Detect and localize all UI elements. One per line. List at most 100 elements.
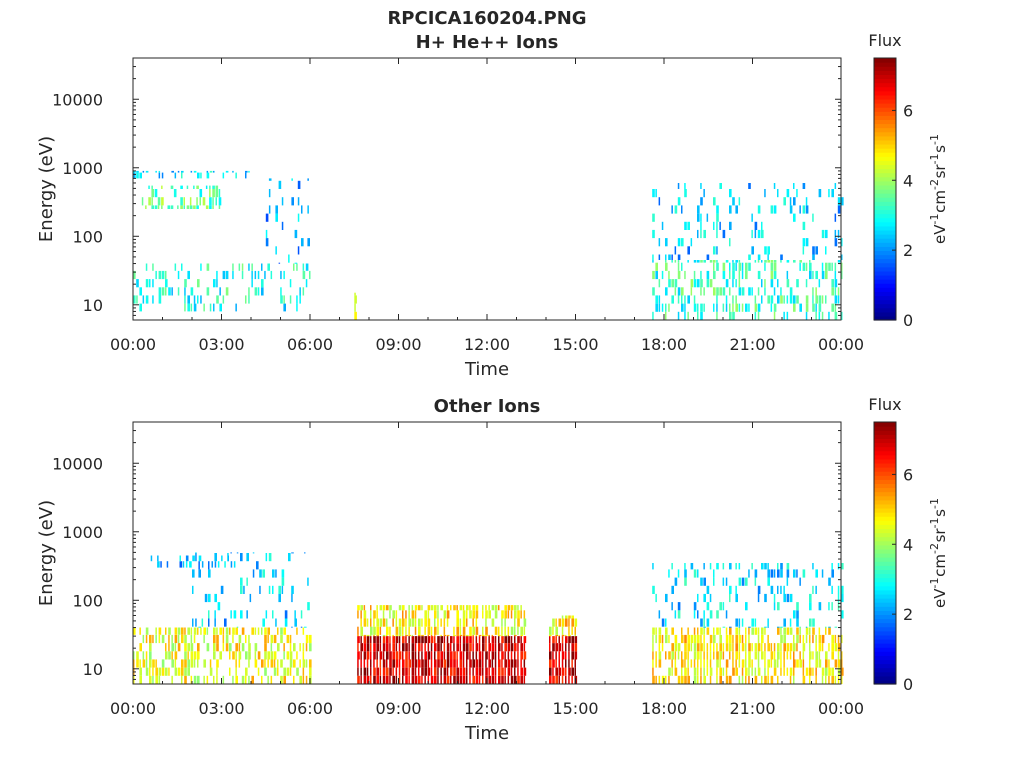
flux-cell (786, 260, 790, 263)
flux-cell (189, 561, 192, 568)
flux-cell (748, 667, 750, 676)
flux-cell (786, 279, 790, 288)
flux-cell (213, 651, 216, 660)
flux-cell (139, 172, 142, 179)
flux-cell (434, 634, 436, 637)
flux-cell (783, 634, 786, 644)
flux-cell (793, 303, 796, 312)
flux-cell (552, 626, 554, 635)
flux-cell (305, 659, 308, 668)
flux-cell (373, 636, 376, 644)
flux-cell (783, 197, 786, 206)
colorbar-segment (874, 143, 896, 149)
flux-cell (395, 626, 399, 635)
flux-cell (841, 197, 844, 206)
flux-cell (190, 627, 193, 635)
flux-cell (825, 627, 827, 635)
flux-cell (307, 205, 309, 214)
flux-cell (204, 593, 208, 603)
flux-cell (195, 553, 197, 562)
flux-cell (289, 634, 292, 644)
colorbar-segment (874, 168, 896, 174)
flux-cell (222, 675, 225, 684)
flux-cell (411, 605, 414, 611)
flux-cell (376, 643, 379, 652)
flux-cell (571, 659, 573, 668)
flux-cell (357, 675, 360, 684)
flux-cell (398, 636, 401, 644)
flux-cell (729, 651, 731, 660)
flux-cell (687, 627, 689, 635)
flux-cell (265, 553, 268, 562)
flux-cell (510, 610, 513, 619)
flux-cell (145, 667, 149, 676)
flux-cell (307, 577, 309, 586)
flux-cell (812, 634, 814, 644)
flux-cell (793, 569, 796, 578)
flux-cell (652, 675, 655, 684)
flux-cell (700, 659, 702, 668)
flux-cell (281, 221, 284, 230)
flux-cell (837, 659, 841, 668)
flux-cell (703, 651, 705, 660)
x-tick-label: 18:00 (641, 335, 687, 354)
flux-cell (472, 610, 475, 619)
flux-cell (777, 189, 779, 198)
flux-cell (155, 270, 157, 280)
flux-cell (828, 311, 830, 320)
flux-cell (498, 634, 501, 637)
flux-cell (802, 659, 805, 668)
flux-cell (206, 627, 209, 635)
flux-cell (187, 295, 190, 304)
flux-cell (261, 627, 263, 635)
flux-cell (354, 292, 356, 296)
flux-cell (738, 279, 741, 288)
flux-cell (280, 627, 283, 635)
flux-cell (825, 651, 828, 660)
flux-cell (713, 197, 716, 206)
flux-cell (281, 569, 285, 578)
flux-cell (709, 610, 713, 619)
flux-cell (270, 659, 274, 668)
flux-cell (392, 667, 394, 676)
colorbar-segment (874, 422, 896, 427)
flux-cell (793, 183, 795, 189)
flux-cell (655, 303, 658, 312)
flux-cell (777, 279, 779, 288)
flux-cell (139, 303, 142, 312)
flux-cell (684, 643, 687, 652)
flux-cell (466, 634, 469, 637)
flux-cell (818, 602, 822, 611)
flux-cell (754, 675, 758, 684)
colorbar-segment (874, 70, 896, 75)
flux-cell (389, 651, 392, 660)
flux-cell (520, 634, 523, 637)
flux-cell (208, 593, 211, 603)
flux-cell (821, 667, 825, 676)
flux-cell (818, 279, 821, 288)
flux-cell (414, 643, 417, 652)
flux-cell (754, 260, 757, 263)
flux-cell (757, 287, 760, 296)
flux-cell (482, 636, 485, 644)
flux-cell (475, 675, 479, 684)
flux-cell (450, 659, 453, 668)
flux-cell (757, 303, 761, 312)
flux-cell (684, 577, 687, 586)
colorbar-segment (874, 107, 896, 112)
flux-cell (161, 205, 163, 209)
colorbar-segment (874, 507, 896, 513)
flux-cell (684, 634, 687, 644)
flux-cell (216, 270, 218, 280)
flux-cell (764, 667, 766, 676)
x-tick-label: 00:00 (110, 335, 156, 354)
flux-cell (761, 563, 764, 570)
flux-cell (148, 185, 150, 189)
colorbar-segment (874, 467, 896, 472)
flux-cell (549, 651, 552, 660)
flux-cell (225, 643, 229, 652)
units-exponent: -1 (928, 134, 941, 145)
flux-cell (671, 260, 673, 263)
flux-cell (514, 610, 517, 619)
flux-cell (184, 295, 186, 304)
